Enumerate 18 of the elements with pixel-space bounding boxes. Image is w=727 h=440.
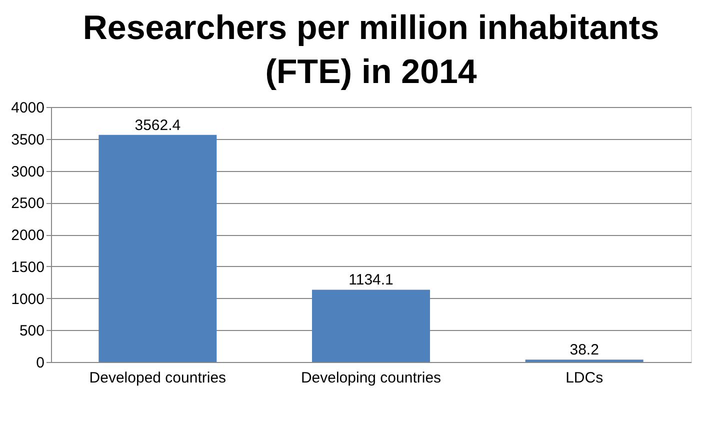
y-tick-label: 0 — [36, 354, 44, 372]
x-tick-label: Developing countries — [300, 370, 442, 386]
data-label: 1134.1 — [348, 272, 394, 289]
y-tick-label: 2000 — [11, 227, 44, 244]
y-tick-label: 1000 — [11, 290, 44, 308]
x-tick-label: Developed countries — [89, 370, 226, 386]
bar — [98, 134, 217, 362]
y-tick-label: 500 — [19, 322, 44, 340]
data-label: 3562.4 — [134, 116, 181, 134]
y-tick-label: 3000 — [11, 163, 44, 180]
y-tick-label: 4000 — [11, 100, 44, 116]
y-tick-label: 3500 — [11, 131, 44, 148]
y-tick-label: 2500 — [11, 195, 44, 212]
data-label: 38.2 — [570, 342, 599, 359]
y-tick-label: 1500 — [11, 258, 44, 276]
x-tick-label: LDCs — [566, 370, 604, 386]
chart-title: Researchers per million inhabitants (FTE) in 2014 — [82, 9, 660, 91]
bar — [312, 290, 430, 362]
